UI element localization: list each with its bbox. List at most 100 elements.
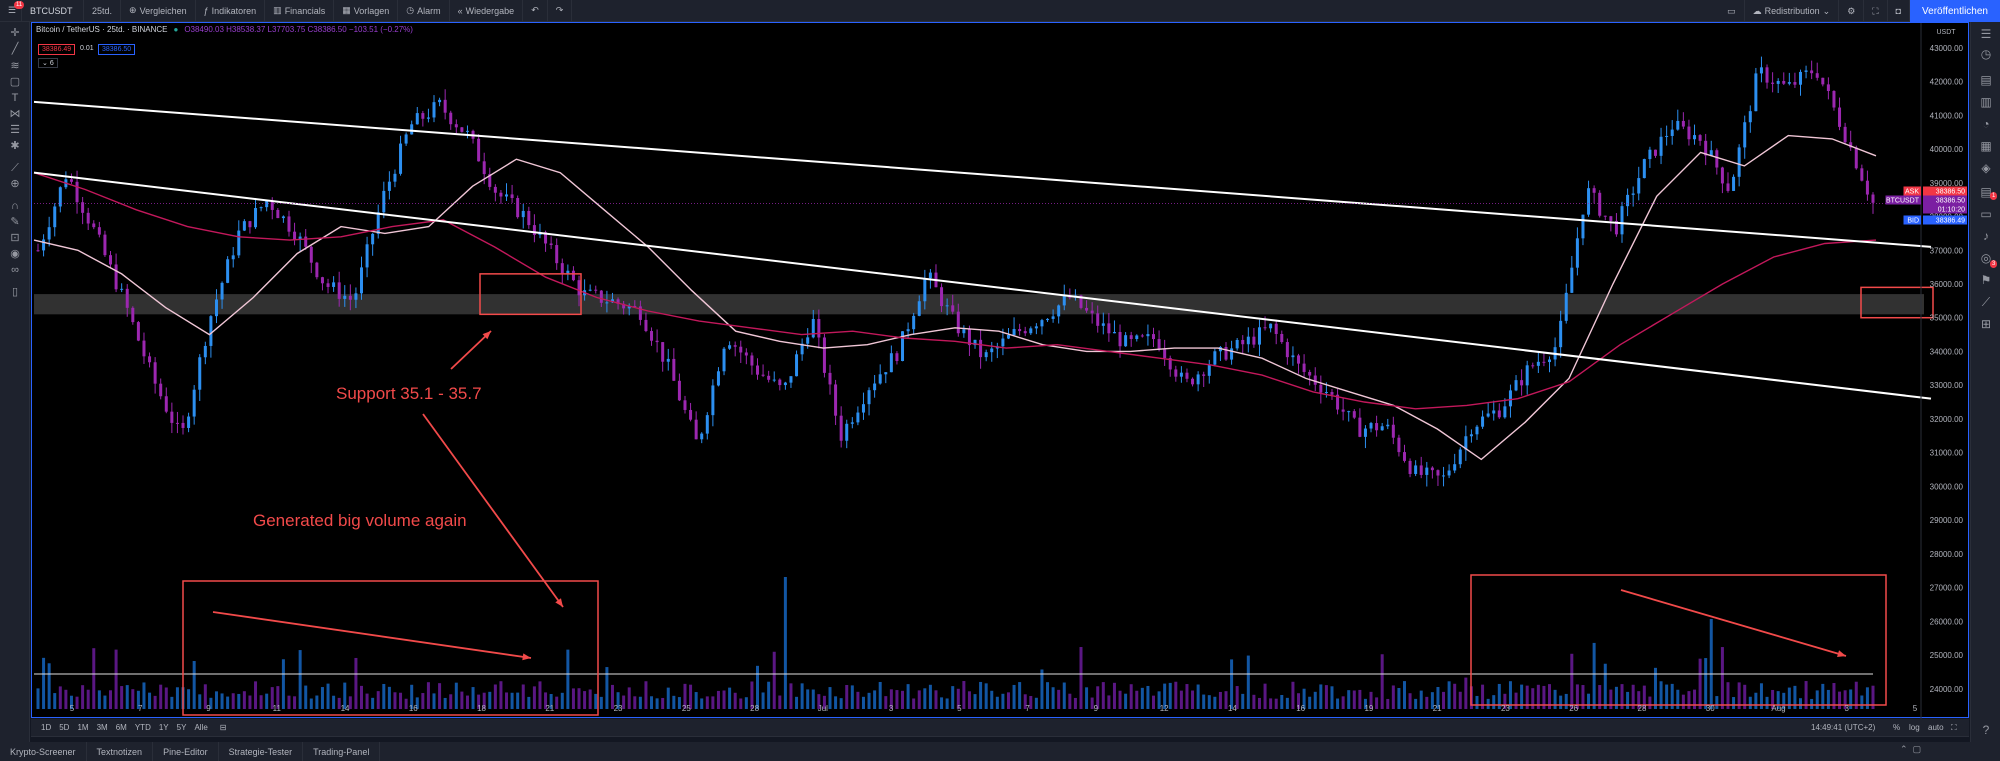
candle-body xyxy=(86,212,90,224)
volume-bar xyxy=(1458,691,1462,709)
range-button-1m[interactable]: 1M xyxy=(77,723,89,732)
help-icon[interactable]: ? xyxy=(1982,723,1990,737)
volume-bar xyxy=(594,693,598,709)
time-tick-label: 7 xyxy=(1025,704,1030,713)
alert-button[interactable]: ◷ Alarm xyxy=(398,0,450,22)
order-panel-icon[interactable]: ⟋ xyxy=(1981,295,1991,309)
auto-toggle[interactable]: auto xyxy=(1928,723,1944,732)
candle-body xyxy=(399,143,403,174)
link-icon[interactable]: ∞ xyxy=(11,264,19,276)
layout-button[interactable]: ▭ xyxy=(1719,0,1745,22)
undo-button[interactable]: ↶ xyxy=(523,0,548,22)
trash-icon[interactable]: ▯ xyxy=(11,286,19,298)
fib-icon[interactable]: ≋ xyxy=(10,60,20,72)
tab-krypto-screener[interactable]: Krypto-Screener xyxy=(0,742,87,761)
redo-button[interactable]: ↷ xyxy=(548,0,573,22)
rectangle-icon[interactable]: ▢ xyxy=(9,76,21,88)
dom-icon[interactable]: ⊞ xyxy=(1980,317,1992,331)
range-button-3m[interactable]: 3M xyxy=(96,723,108,732)
broadcast-icon[interactable]: ◎ xyxy=(1980,251,1992,265)
indicators-button[interactable]: ƒ Indikatoren xyxy=(196,0,266,22)
range-button-alle[interactable]: Alle xyxy=(194,723,208,732)
pencil-icon[interactable]: ✎ xyxy=(10,216,20,228)
maximize-icon[interactable]: ▢ xyxy=(1912,744,1922,754)
data-window-icon[interactable]: ▤ xyxy=(1980,73,1992,87)
streams-icon[interactable]: ▤ xyxy=(1980,185,1992,199)
range-button-ytd[interactable]: YTD xyxy=(134,723,151,732)
chat-icon[interactable]: ▭ xyxy=(1980,207,1992,221)
watchlist-icon[interactable]: ☰ xyxy=(1980,27,1992,41)
sell-price-box[interactable]: 38386.49 xyxy=(38,44,76,55)
volume-bar xyxy=(901,690,905,709)
publish-button[interactable]: Veröffentlichen xyxy=(1910,0,2000,22)
goto-date-icon[interactable]: ⊟ xyxy=(219,723,227,732)
emoji-icon[interactable]: ✱ xyxy=(10,140,20,152)
candle-body xyxy=(839,415,843,441)
snapshot-button[interactable]: ◘ xyxy=(1888,0,1911,22)
volume-bar xyxy=(365,693,369,709)
tab-strategie-tester[interactable]: Strategie-Tester xyxy=(219,742,304,761)
range-button-5y[interactable]: 5Y xyxy=(176,723,187,732)
text-tool-icon[interactable]: T xyxy=(11,92,19,104)
replay-button[interactable]: «Wiedergabe xyxy=(450,0,524,22)
sidebar-badge-1: 1 xyxy=(1990,192,1998,200)
collapse-icon[interactable]: ⌃ xyxy=(1900,744,1908,754)
tab-pine-editor[interactable]: Pine-Editor xyxy=(153,742,219,761)
pattern-icon[interactable]: ⋈ xyxy=(9,108,21,120)
candle-body xyxy=(728,345,732,349)
volume-bar xyxy=(1548,684,1552,709)
fit-icon[interactable]: ⛶ xyxy=(1951,722,1957,732)
ideas-icon[interactable]: ◈ xyxy=(1981,161,1991,175)
bell-icon[interactable]: ♪ xyxy=(1983,229,1989,243)
candle-body xyxy=(214,299,218,317)
templates-button[interactable]: ▦ Vorlagen xyxy=(334,0,399,22)
candle-body xyxy=(58,187,62,207)
news-icon[interactable]: ◔ xyxy=(1982,117,1990,131)
clock-time[interactable]: 14:49:41 (UTC+2) xyxy=(1811,723,1876,732)
price-chart[interactable]: Support 35.1 - 35.7 Generated big volume … xyxy=(32,23,1970,719)
eye-icon[interactable]: ◉ xyxy=(10,248,20,260)
buy-price-box[interactable]: 38386.50 xyxy=(98,44,136,55)
candle-body xyxy=(1469,434,1473,437)
volume-bar xyxy=(326,683,330,709)
alert-clock-icon[interactable]: ◷ xyxy=(1980,47,1992,61)
range-button-5d[interactable]: 5D xyxy=(59,723,70,732)
volume-bar xyxy=(505,692,509,709)
notifications-icon[interactable]: ⚑ xyxy=(1980,273,1992,287)
candle-body xyxy=(1124,335,1128,347)
volume-bar xyxy=(170,696,174,709)
price-tick-label: 32000.00 xyxy=(1930,415,1964,424)
candle-body xyxy=(1525,365,1529,386)
redistribution-button[interactable]: ☁ Redistribution ⌄ xyxy=(1745,0,1840,22)
fullscreen-button[interactable]: ⛶ xyxy=(1864,0,1888,22)
indicator-collapse[interactable]: ⌄ 6 xyxy=(38,58,58,68)
log-toggle[interactable]: log xyxy=(1909,723,1920,732)
compare-button[interactable]: ⊕ Vergleichen xyxy=(121,0,196,22)
volume-bar xyxy=(220,693,224,709)
tab-textnotizen[interactable]: Textnotizen xyxy=(87,742,154,761)
percent-toggle[interactable]: % xyxy=(1893,723,1901,732)
magnet-icon[interactable]: ∩ xyxy=(11,200,19,212)
zoom-icon[interactable]: ⊕ xyxy=(10,178,20,190)
settings-button[interactable]: ⚙ xyxy=(1839,0,1865,22)
interval-button[interactable]: 25td. xyxy=(84,0,122,22)
ruler-icon[interactable]: ⟋ xyxy=(11,162,19,174)
trendline-icon[interactable]: ╱ xyxy=(11,43,19,55)
volume-bar xyxy=(488,691,492,709)
crosshair-icon[interactable]: ✛ xyxy=(10,27,20,39)
candle-body xyxy=(1587,188,1591,215)
volume-bar xyxy=(1759,683,1763,709)
range-button-1d[interactable]: 1D xyxy=(41,723,52,732)
tab-trading-panel[interactable]: Trading-Panel xyxy=(303,742,381,761)
symbol-search[interactable]: BTCUSDT xyxy=(22,0,84,22)
menu-button[interactable]: ☰ 11 xyxy=(0,0,25,22)
hotlist-icon[interactable]: ▥ xyxy=(1980,95,1992,109)
chart-pane[interactable]: Support 35.1 - 35.7 Generated big volume … xyxy=(31,22,1970,719)
range-button-1y[interactable]: 1Y xyxy=(158,723,169,732)
range-button-6m[interactable]: 6M xyxy=(115,723,127,732)
financials-button[interactable]: ▥ Financials xyxy=(265,0,335,22)
lock-icon[interactable]: ⊡ xyxy=(10,232,20,244)
calendar-icon[interactable]: ▦ xyxy=(1980,139,1992,153)
candle-body xyxy=(1598,192,1602,216)
forecast-icon[interactable]: ☰ xyxy=(10,124,20,136)
